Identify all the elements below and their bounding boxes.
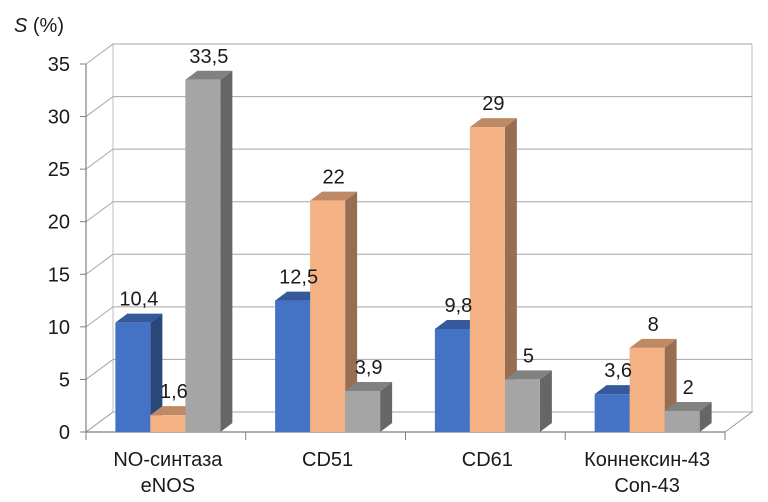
bar-side-face	[539, 370, 552, 432]
gridline	[85, 358, 752, 380]
gridline	[85, 306, 752, 328]
bars	[115, 70, 712, 433]
bar-front-face	[629, 347, 665, 432]
gridline	[85, 43, 752, 65]
y-tick-label: 0	[59, 422, 70, 444]
gridline	[85, 253, 752, 275]
y-tick-label: 10	[48, 317, 70, 339]
x-category-label: Коннексин-43	[584, 449, 710, 471]
bar-side-face	[504, 118, 517, 432]
y-tick-label: 25	[48, 159, 70, 181]
bar-top-face	[504, 370, 552, 380]
bar	[185, 70, 233, 433]
data-label: 3,6	[604, 360, 632, 382]
data-label: 5	[523, 345, 534, 367]
bar	[664, 401, 712, 432]
bar	[115, 313, 163, 432]
x-category-labels: NO-синтаза eNOS CD51 CD61 Коннексин-43 Con-43	[113, 449, 710, 497]
x-category-label: NO-синтаза	[113, 449, 223, 471]
bar-front-face	[594, 394, 630, 432]
data-label: 1,6	[160, 381, 188, 403]
data-label: 22	[323, 167, 345, 189]
bar-top-face	[185, 70, 233, 80]
bar-front-face	[345, 390, 381, 432]
gridline	[85, 96, 752, 117]
bar-top-face	[629, 338, 677, 348]
bar-front-face	[434, 328, 470, 432]
bar	[469, 118, 517, 432]
y-tick-label: 30	[48, 107, 70, 129]
x-category-label: CD51	[302, 449, 353, 471]
gridline	[85, 201, 752, 223]
bar	[504, 370, 552, 432]
bar-top-face	[115, 313, 163, 323]
bar-top-face	[664, 401, 712, 411]
y-axis-label: S (%)	[14, 15, 64, 37]
bar-side-face	[699, 401, 712, 432]
data-label: 12,5	[279, 267, 318, 289]
y-tick-label: 35	[48, 54, 70, 76]
bar-top-face	[310, 191, 358, 201]
data-label: 33,5	[189, 46, 228, 68]
bar-front-face	[469, 127, 505, 432]
bar-front-face	[150, 415, 186, 432]
y-axis-symbol: S	[14, 15, 28, 37]
data-label: 3,9	[355, 357, 383, 379]
x-category-label: eNOS	[141, 475, 195, 497]
y-tick-label: 5	[59, 369, 70, 391]
data-label: 29	[482, 93, 504, 115]
bar-front-face	[115, 322, 151, 432]
data-label: 8	[648, 314, 659, 336]
y-axis-unit: (%)	[27, 15, 64, 37]
bar-front-face	[185, 79, 221, 433]
data-label: 2	[683, 377, 694, 399]
bar-front-face	[664, 410, 700, 432]
bar-top-face	[469, 118, 517, 128]
bar	[310, 191, 358, 432]
data-labels: 10,4 1,6 33,5 12,5 22 3,9 9,8 29 5 3,6 8 2	[119, 46, 693, 403]
bar-top-face	[345, 381, 393, 391]
bar-side-face	[220, 70, 233, 433]
bar-front-face	[504, 379, 540, 432]
y-tick-labels: 0 5 10 15 20 25 30 35	[48, 54, 70, 444]
bar	[345, 381, 393, 432]
x-category-label: Con-43	[614, 475, 680, 497]
bar-side-face	[380, 381, 393, 432]
bar-front-face	[310, 200, 346, 432]
y-tick-label: 20	[48, 212, 70, 234]
bar-front-face	[275, 300, 311, 432]
y-tick-label: 15	[48, 264, 70, 286]
data-label: 9,8	[444, 295, 472, 317]
x-category-label: CD61	[462, 449, 513, 471]
bar-side-face	[150, 313, 163, 432]
bar-side-face	[345, 191, 358, 432]
data-label: 10,4	[119, 289, 158, 311]
gridline	[85, 148, 752, 170]
